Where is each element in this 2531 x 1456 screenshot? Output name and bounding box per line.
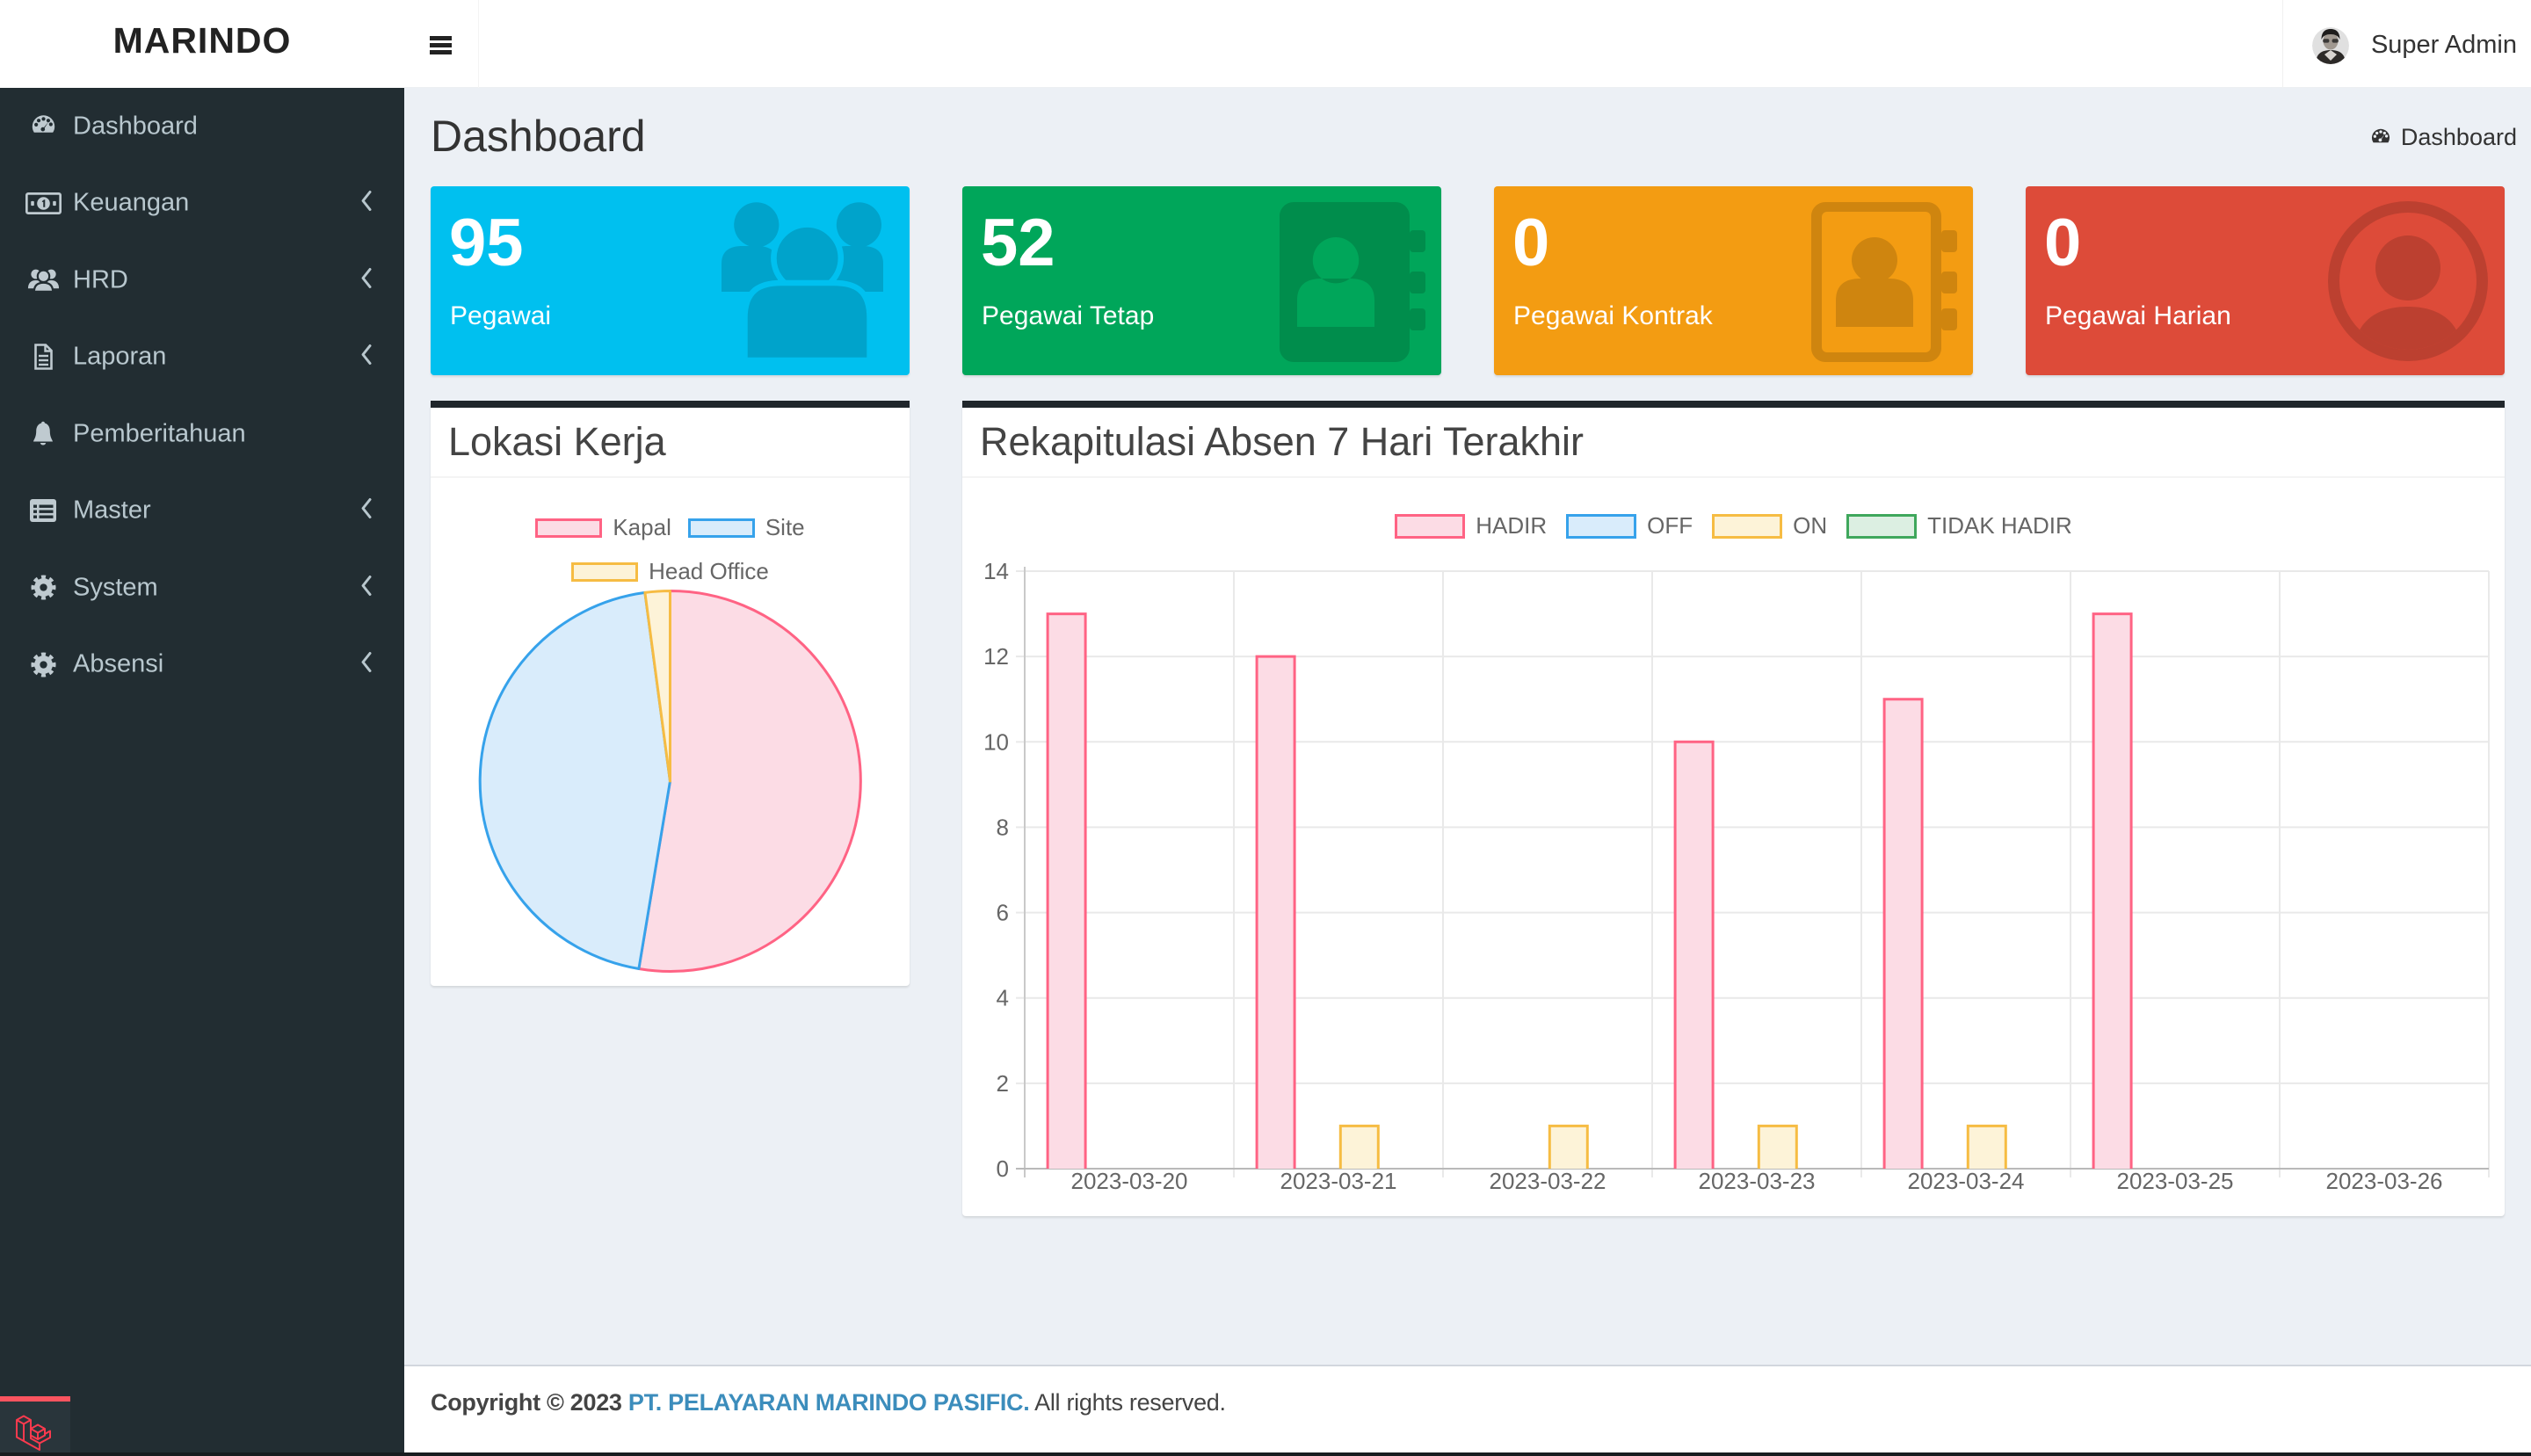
svg-text:2023-03-21: 2023-03-21 [1280, 1168, 1397, 1194]
svg-text:14: 14 [983, 558, 1009, 584]
svg-text:2023-03-26: 2023-03-26 [2326, 1168, 2443, 1194]
svg-text:8: 8 [997, 814, 1009, 840]
svg-text:2023-03-20: 2023-03-20 [1071, 1168, 1188, 1194]
svg-text:10: 10 [983, 728, 1009, 755]
svg-text:2023-03-23: 2023-03-23 [1699, 1168, 1816, 1194]
svg-text:2023-03-25: 2023-03-25 [2117, 1168, 2234, 1194]
svg-text:4: 4 [997, 985, 1009, 1011]
svg-text:12: 12 [983, 643, 1009, 670]
svg-text:2023-03-22: 2023-03-22 [1490, 1168, 1606, 1194]
svg-text:6: 6 [997, 900, 1009, 926]
svg-text:2023-03-24: 2023-03-24 [1908, 1168, 2025, 1194]
svg-text:0: 0 [997, 1155, 1009, 1182]
svg-text:2: 2 [997, 1070, 1009, 1097]
